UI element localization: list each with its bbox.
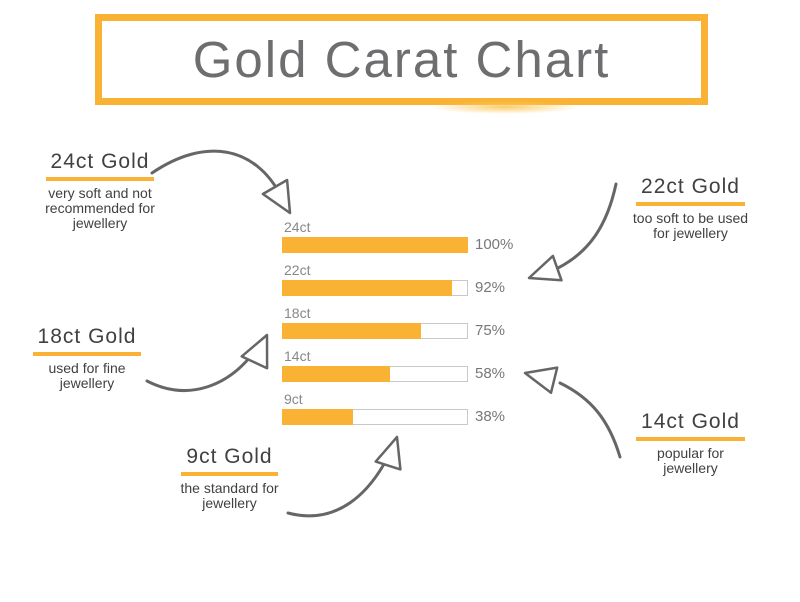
annotation-14ct: 14ct Gold popular for jewellery bbox=[613, 410, 768, 476]
arrow-22ct-icon bbox=[527, 182, 618, 282]
bar-label: 22ct bbox=[284, 262, 311, 278]
annotation-9ct-description: the standard for jewellery bbox=[180, 480, 279, 511]
bar-value: 58% bbox=[475, 365, 506, 382]
bar-value: 92% bbox=[475, 279, 506, 296]
bar-track bbox=[282, 236, 468, 253]
annotation-24ct: 24ct Gold very soft and not recommended … bbox=[10, 150, 190, 231]
bar-label: 24ct bbox=[284, 219, 311, 235]
annotation-9ct: 9ct Gold the standard for jewellery bbox=[152, 445, 307, 511]
chart-row: 9ct 38% bbox=[282, 391, 517, 425]
chart-row: 24ct 100% bbox=[282, 219, 517, 253]
annotation-14ct-description: popular for jewellery bbox=[657, 445, 724, 476]
bar-value: 38% bbox=[475, 408, 506, 425]
bar-value: 100% bbox=[475, 236, 514, 253]
bar-track bbox=[282, 365, 468, 382]
bar-track bbox=[282, 408, 468, 425]
chart-row: 22ct 92% bbox=[282, 262, 517, 296]
bar-fill bbox=[282, 365, 390, 382]
title-box: Gold Carat Chart bbox=[95, 14, 708, 105]
chart-row: 14ct 58% bbox=[282, 348, 517, 382]
arrow-18ct-icon bbox=[145, 333, 269, 392]
annotation-18ct-description: used for fine jewellery bbox=[48, 360, 126, 391]
page-title: Gold Carat Chart bbox=[192, 31, 611, 88]
bar-label: 14ct bbox=[284, 348, 311, 364]
bar-track bbox=[282, 279, 468, 296]
bar-label: 9ct bbox=[284, 391, 303, 407]
bar-fill bbox=[282, 236, 468, 253]
bar-fill bbox=[282, 322, 421, 339]
bar-value: 75% bbox=[475, 322, 506, 339]
bar-fill bbox=[282, 279, 453, 296]
arrow-14ct-icon bbox=[523, 366, 622, 459]
carat-bar-chart: 24ct 100% 22ct 92% 18ct bbox=[282, 219, 517, 434]
annotation-14ct-title: 14ct Gold bbox=[636, 410, 745, 441]
annotation-22ct: 22ct Gold too soft to be used for jewell… bbox=[608, 175, 773, 241]
annotation-9ct-title: 9ct Gold bbox=[181, 445, 278, 476]
annotation-18ct-title: 18ct Gold bbox=[32, 325, 142, 356]
bar-fill bbox=[282, 408, 353, 425]
annotation-18ct: 18ct Gold used for fine jewellery bbox=[12, 325, 162, 391]
annotation-22ct-description: too soft to be used for jewellery bbox=[632, 210, 749, 241]
annotation-22ct-title: 22ct Gold bbox=[636, 175, 745, 206]
bar-label: 18ct bbox=[284, 305, 311, 321]
annotation-24ct-title: 24ct Gold bbox=[45, 150, 155, 181]
annotation-24ct-description: very soft and not recommended for jewell… bbox=[45, 185, 155, 231]
chart-row: 18ct 75% bbox=[282, 305, 517, 339]
bar-track bbox=[282, 322, 468, 339]
